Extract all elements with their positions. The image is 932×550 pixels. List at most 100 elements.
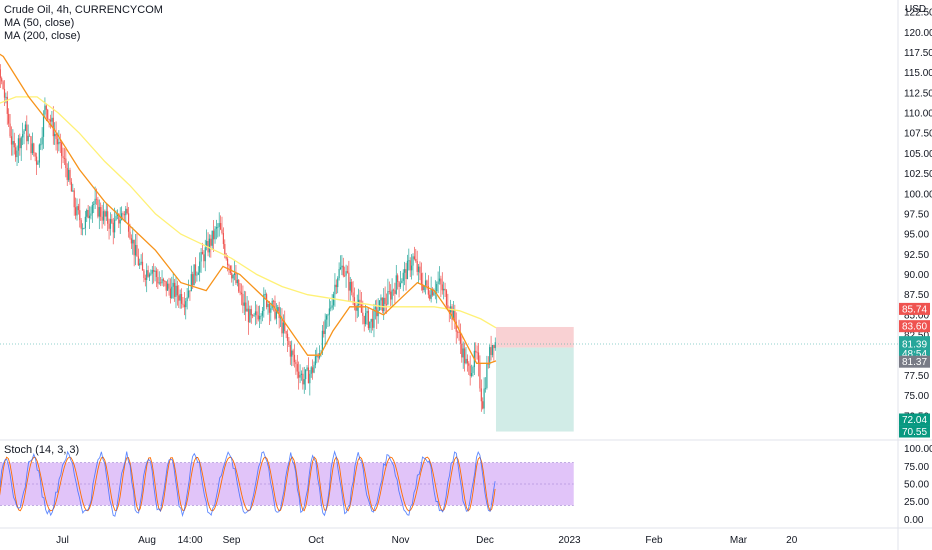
candle-body [178,295,180,301]
candle-body [186,297,188,302]
candle-body [167,283,169,291]
candle-body [463,348,466,364]
candle-body [441,284,443,291]
candle-body [411,265,413,271]
candle-body [129,231,131,239]
candle-body [250,309,252,316]
time-tick-label: Oct [308,535,324,546]
candle-body [242,294,244,306]
candle-body [480,388,482,402]
candle-body [303,379,305,385]
time-tick-label: Sep [223,535,241,546]
candle-body [121,213,123,220]
price-tick-label: 75.00 [904,391,929,402]
price-tick-label: 115.00 [904,68,932,79]
candle-body [153,269,155,272]
candle-body [200,251,202,262]
price-tick-label: 97.50 [904,209,929,220]
candle-body [119,219,121,224]
candle-body [373,308,375,328]
candle-body [443,288,445,291]
stoch-k-line [0,450,496,518]
time-tick-label: Nov [392,535,410,546]
candle-body [69,169,71,183]
candle-body [422,284,424,291]
candle-body [323,330,325,335]
candle-body [56,139,59,145]
candle-body [321,330,323,353]
candle-body [84,216,86,229]
candle-body [291,350,293,357]
candle-body [493,345,495,349]
candle-body [132,239,134,244]
candle-body [254,311,257,315]
candle-body [296,364,298,372]
candle-body [275,311,277,319]
stoch-tick-label: 75.00 [904,462,929,473]
candle-body [182,303,184,305]
candle-body [408,260,410,262]
candle-body [392,289,395,291]
candle-body [306,367,308,370]
candle-body [33,143,35,153]
candle-body [27,135,29,142]
candle-body [470,372,473,377]
price-tick-label: 112.50 [904,88,932,99]
candle-body [109,219,112,229]
candle-body [150,273,152,275]
candle-body [378,300,381,311]
candle-body [417,266,420,272]
candle-body [360,304,363,313]
price-tag-label: 85.74 [902,304,927,315]
candle-body [183,304,185,308]
candle-body [405,269,407,280]
stoch-tick-label: 25.00 [904,497,929,508]
price-tick-label: 77.50 [904,371,929,382]
candle-body [346,271,349,273]
candle-body [466,358,468,364]
candle-body [6,96,8,114]
candle-body [8,113,10,124]
candle-body [100,207,102,217]
candle-body [477,352,480,364]
candle-body [482,401,484,409]
candle-body [88,215,91,219]
candle-body [168,283,170,289]
candle-body [94,198,96,205]
candle-body [457,331,459,333]
candle-body [300,373,303,375]
candle-body [309,373,311,384]
candle-body [359,299,361,305]
candle-body [444,288,446,291]
candle-body [245,302,247,312]
candle-body [197,272,199,275]
candle-body [293,354,296,363]
candle-body [40,144,42,146]
candle-body [24,124,27,131]
candle-body [402,272,404,281]
candle-body [348,272,350,291]
candle-body [225,255,227,259]
candle-body [48,119,50,120]
candle-body [215,227,218,229]
candle-body [176,285,178,296]
candle-body [51,117,53,122]
candle-body [189,290,191,292]
ma200-legend: MA (200, close) [4,30,81,42]
candle-body [62,156,64,159]
candle-body [409,260,411,271]
candle-body [155,270,158,278]
candle-body [284,322,286,332]
candle-body [187,290,190,298]
candle-body [494,342,496,349]
candle-body [395,275,397,294]
candle-body [180,294,183,304]
candle-body [415,259,417,262]
candle-body [388,291,390,292]
time-tick-label: 20 [786,535,798,546]
candle-body [384,297,386,304]
candle-body [151,269,153,274]
candle-body [5,96,7,98]
candle-body [427,286,429,295]
